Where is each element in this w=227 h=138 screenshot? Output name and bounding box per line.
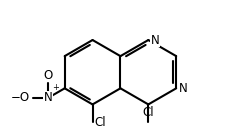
Text: N: N bbox=[43, 91, 52, 104]
Text: −O: −O bbox=[11, 91, 30, 104]
Text: N: N bbox=[178, 82, 187, 95]
Text: +: + bbox=[52, 83, 58, 92]
Text: N: N bbox=[150, 34, 159, 47]
Text: Cl: Cl bbox=[94, 116, 105, 129]
Text: Cl: Cl bbox=[142, 106, 153, 119]
Text: O: O bbox=[43, 69, 52, 82]
